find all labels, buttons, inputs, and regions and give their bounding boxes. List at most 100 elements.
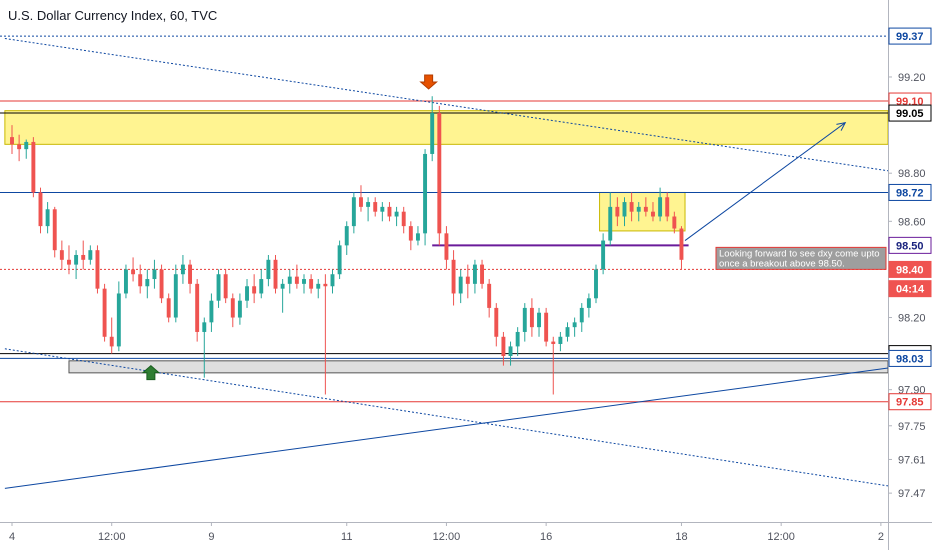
candle-body xyxy=(273,259,278,289)
candle xyxy=(415,226,420,246)
candle-body xyxy=(123,269,128,294)
candle-body xyxy=(537,312,541,328)
candle-body xyxy=(544,312,549,342)
candle xyxy=(145,269,150,299)
candle-body xyxy=(601,240,606,270)
candle xyxy=(88,245,93,265)
candle xyxy=(515,327,520,357)
price-label-box xyxy=(888,104,932,122)
y-tick-label: 98.20 xyxy=(898,313,926,325)
candle-body xyxy=(159,269,164,299)
candle xyxy=(672,211,677,234)
candle-body xyxy=(10,137,14,145)
candle xyxy=(323,274,328,395)
candle xyxy=(266,254,271,287)
candle-body xyxy=(173,274,178,318)
candle xyxy=(544,307,549,347)
candle-body xyxy=(17,144,22,150)
candle-body xyxy=(152,269,157,280)
candle-body xyxy=(302,279,306,284)
candle-body xyxy=(202,322,207,332)
candle-body xyxy=(572,322,577,328)
candle-body xyxy=(31,141,36,193)
price-label: 98.03 xyxy=(888,349,932,367)
candle-body xyxy=(494,307,499,337)
candle-body xyxy=(138,274,143,287)
annotation-layer: Looking forward to see dxy come upto onc… xyxy=(715,246,887,270)
candle-body xyxy=(437,113,442,234)
candle-body xyxy=(337,245,342,275)
candle-body xyxy=(643,206,648,212)
candle-body xyxy=(359,197,363,207)
candle-body xyxy=(522,307,527,332)
candle-body xyxy=(131,269,136,275)
candle xyxy=(302,274,306,294)
candle xyxy=(95,245,100,294)
consolidation-box xyxy=(599,191,686,232)
candle xyxy=(480,259,485,289)
candle xyxy=(679,226,684,270)
candle xyxy=(81,240,86,270)
candle xyxy=(109,317,114,354)
candle-body xyxy=(551,341,556,344)
y-tick-label: 97.47 xyxy=(898,488,926,500)
candle xyxy=(465,264,470,299)
horizontal-lines-layer xyxy=(0,35,888,403)
price-label-text: 97.85 xyxy=(896,397,924,409)
candle xyxy=(17,134,22,162)
candle xyxy=(423,149,428,246)
candle-body xyxy=(95,250,100,289)
candle xyxy=(366,197,371,222)
candle-body xyxy=(401,211,406,227)
candle-body xyxy=(230,298,235,318)
price-label-box xyxy=(888,260,932,278)
candle xyxy=(487,279,492,318)
price-label-box xyxy=(888,393,932,411)
candle xyxy=(216,269,221,308)
candle xyxy=(594,264,598,304)
candle-body xyxy=(59,250,64,260)
candle-body xyxy=(180,264,185,275)
candles-layer xyxy=(10,96,684,395)
price-label: 98.72 xyxy=(888,183,932,201)
price-label-box xyxy=(888,349,932,367)
candle-body xyxy=(245,286,249,301)
candle xyxy=(209,293,214,332)
candle-body xyxy=(366,202,371,207)
candle xyxy=(508,341,513,366)
candle xyxy=(622,197,627,227)
candle xyxy=(59,240,64,270)
candle xyxy=(586,293,591,318)
candle xyxy=(180,254,185,284)
candle-body xyxy=(323,283,328,287)
candle xyxy=(52,206,57,258)
candle xyxy=(38,187,43,234)
candle-body xyxy=(615,206,620,217)
candle-body xyxy=(558,336,563,344)
candle-body xyxy=(608,206,613,241)
candle xyxy=(572,317,577,337)
candle xyxy=(337,240,342,280)
candle xyxy=(202,317,207,378)
candle xyxy=(280,279,285,313)
price-label: 97.85 xyxy=(888,393,932,411)
candle xyxy=(294,264,299,289)
zones-layer xyxy=(4,110,889,374)
candle-body xyxy=(387,206,392,217)
candle-body xyxy=(430,113,435,154)
candle xyxy=(131,257,136,282)
candle-body xyxy=(351,197,356,227)
candle xyxy=(116,281,121,352)
candle xyxy=(636,202,641,222)
candle xyxy=(658,187,663,222)
price-labels-layer: 99.3799.1099.0598.7298.5098.4004:1498.05… xyxy=(888,27,932,411)
projection-arrow-head xyxy=(836,122,847,131)
price-label-box xyxy=(888,280,932,298)
candle xyxy=(330,269,335,294)
candle-body xyxy=(658,197,663,217)
candle-body xyxy=(102,288,107,337)
candle-body xyxy=(501,336,506,357)
upper-dotted-trendline xyxy=(4,37,889,172)
candle xyxy=(152,259,157,289)
